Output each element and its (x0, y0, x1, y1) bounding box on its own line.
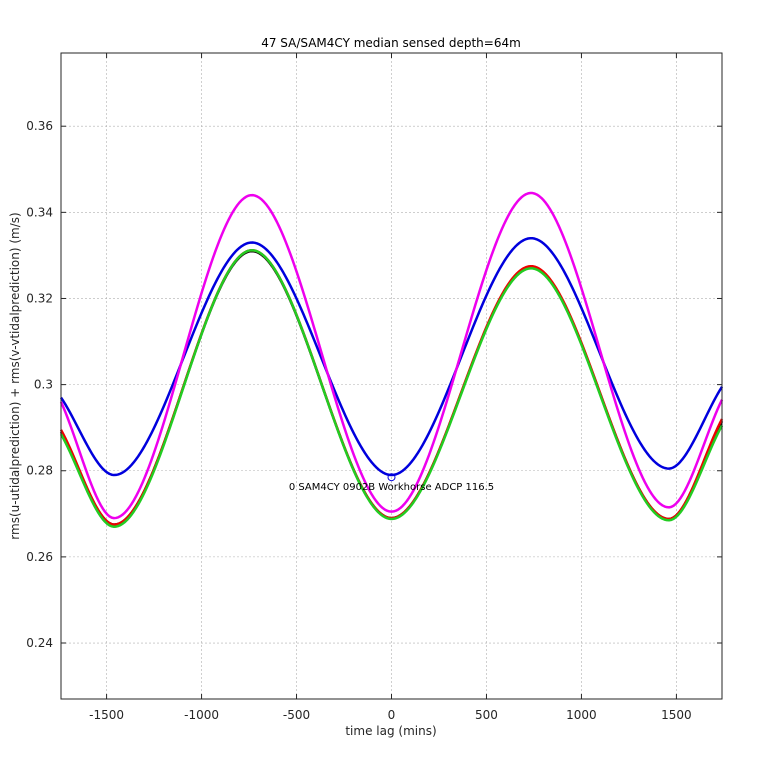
x-axis-label: time lag (mins) (345, 724, 436, 738)
y-axis-label: rms(u-utidalprediction) + rms(v-vtidalpr… (8, 212, 22, 539)
y-tick-label: 0.3 (34, 378, 53, 392)
tick-layer: -1500 -1000 -500 0 500 1000 1500 0.24 0.26 0.28 0.… (26, 53, 722, 722)
x-tick-label: 0 (388, 708, 396, 722)
y-tick-label: 0.26 (26, 550, 53, 564)
y-tick-label: 0.36 (26, 119, 53, 133)
series-line-blue (59, 236, 724, 477)
y-tick-label: 0.28 (26, 464, 53, 478)
y-tick-label: 0.24 (26, 636, 53, 650)
series-line-magenta (59, 191, 724, 520)
x-tick-label: 1000 (566, 708, 597, 722)
x-tick-label: -1500 (89, 708, 124, 722)
y-tick-label: 0.34 (26, 205, 53, 219)
series-marker (387, 473, 396, 482)
chart-title: 47 SA/SAM4CY median sensed depth=64m (261, 36, 521, 50)
x-tick-label: 500 (475, 708, 498, 722)
series-line-green (59, 249, 724, 528)
annotation-label: 0 SAM4CY 0902B Workhorse ADCP 116.5 (289, 482, 494, 493)
x-tick-label: -500 (283, 708, 310, 722)
x-tick-label: -1000 (184, 708, 219, 722)
y-tick-label: 0.32 (26, 291, 53, 305)
series-layer (59, 191, 724, 528)
x-tick-label: 1500 (661, 708, 692, 722)
